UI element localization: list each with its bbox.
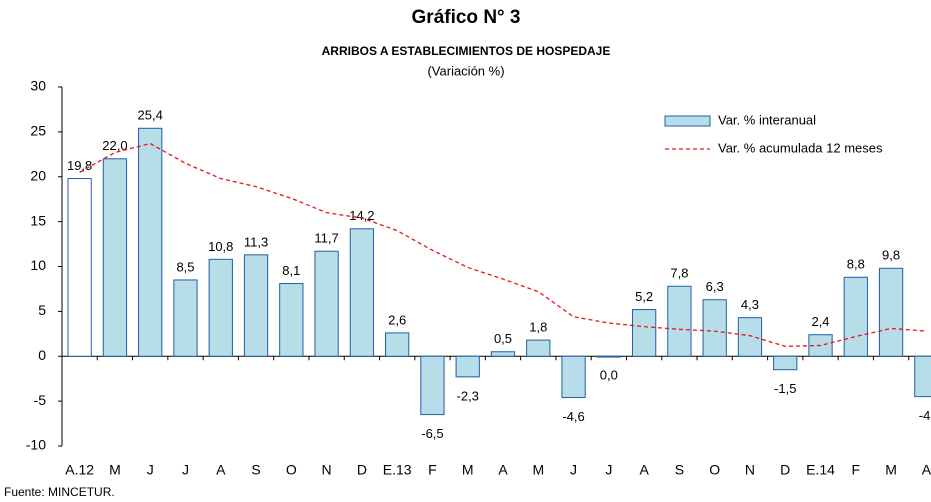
chart-subtitle: ARRIBOS A ESTABLECIMIENTOS DE HOSPEDAJE — [322, 44, 611, 58]
data-label: 14,2 — [349, 208, 374, 223]
bar — [67, 178, 92, 357]
unit-note: (Variación %) — [427, 63, 504, 78]
bar — [455, 355, 480, 378]
line — [79, 142, 927, 348]
data-label: 1,8 — [529, 320, 547, 335]
legend-label: Var. % acumulada 12 meses — [718, 140, 883, 155]
data-label: 4,3 — [741, 297, 759, 312]
x-tick-label: A — [639, 462, 649, 478]
data-label: -2,3 — [457, 388, 479, 403]
y-tick-label: -5 — [34, 392, 47, 408]
bar — [878, 267, 904, 357]
y-tick-label: 5 — [38, 302, 46, 318]
bar — [631, 309, 657, 357]
data-label: 2,4 — [811, 314, 829, 329]
x-tick-label: E.14 — [806, 462, 835, 478]
data-label: 7,8 — [670, 266, 688, 281]
x-tick-label: O — [286, 462, 297, 478]
data-label: 22,0 — [102, 138, 127, 153]
bar — [737, 317, 763, 357]
bar — [914, 355, 931, 398]
y-tick-label: 30 — [30, 78, 46, 94]
x-tick-label: S — [675, 462, 684, 478]
data-label: -4, — [919, 408, 931, 423]
bar — [667, 285, 692, 357]
data-label: 2,6 — [388, 312, 406, 327]
x-tick-label: J — [147, 462, 154, 478]
bar — [349, 228, 375, 357]
data-label: 25,4 — [138, 108, 163, 123]
bar — [702, 299, 727, 357]
x-tick-label: D — [780, 462, 790, 478]
bar — [561, 355, 586, 399]
bar — [385, 332, 410, 357]
data-label: 6,3 — [706, 279, 724, 294]
data-label: 5,2 — [635, 289, 653, 304]
x-tick-label: F — [852, 462, 861, 478]
source-note: Fuente: MINCETUR. — [4, 485, 115, 499]
legend-swatch — [664, 115, 711, 127]
data-label: 0,0 — [600, 368, 618, 383]
x-tick-label: M — [109, 462, 121, 478]
x-tick-label: N — [322, 462, 332, 478]
y-tick-label: -10 — [26, 437, 46, 453]
x-tick-label: S — [251, 462, 260, 478]
x-tick-label: M — [885, 462, 897, 478]
data-label: 8,1 — [282, 263, 300, 278]
x-tick-label: M — [462, 462, 474, 478]
bar — [526, 339, 551, 357]
bar — [773, 355, 798, 371]
x-tick-label: J — [605, 462, 612, 478]
x-tick-label: J — [570, 462, 577, 478]
data-label: 10,8 — [208, 239, 233, 254]
data-label: 8,5 — [176, 259, 194, 274]
chart-title: Gráfico N° 3 — [412, 7, 521, 28]
bar — [420, 355, 445, 416]
y-tick-label: 0 — [38, 347, 46, 363]
bar — [490, 351, 516, 357]
x-tick-label: A.12 — [65, 462, 94, 478]
x-tick-label: D — [357, 462, 367, 478]
x-tick-label: F — [428, 462, 437, 478]
x-tick-label: O — [709, 462, 720, 478]
x-tick-label: N — [745, 462, 755, 478]
data-label: 9,8 — [882, 248, 900, 263]
data-label: 19,8 — [67, 158, 92, 173]
bar — [314, 250, 339, 357]
bar — [843, 276, 868, 357]
y-tick-label: 20 — [30, 167, 46, 183]
x-tick-label: E.13 — [383, 462, 412, 478]
data-label: -6,5 — [421, 426, 443, 441]
legend-label: Var. % interanual — [718, 112, 816, 127]
data-label: 11,3 — [244, 234, 268, 249]
bar — [243, 254, 269, 357]
bar — [596, 355, 621, 358]
data-label: 8,8 — [847, 257, 865, 272]
x-tick-label: M — [532, 462, 544, 478]
data-label: 11,7 — [314, 231, 338, 246]
data-label: -4,6 — [562, 409, 584, 424]
data-label: -1,5 — [774, 381, 796, 396]
bar — [138, 127, 163, 357]
y-tick-label: 25 — [30, 123, 46, 139]
y-tick-label: 15 — [30, 212, 46, 228]
bar — [208, 258, 233, 357]
x-tick-label: J — [182, 462, 189, 478]
x-tick-label: A — [216, 462, 226, 478]
x-tick-label: A — [922, 462, 931, 478]
bar — [279, 283, 304, 357]
bar — [102, 158, 128, 357]
x-tick-label: A — [498, 462, 508, 478]
bar — [173, 279, 198, 357]
data-label: 0,5 — [494, 331, 512, 346]
y-tick-label: 10 — [30, 257, 46, 273]
